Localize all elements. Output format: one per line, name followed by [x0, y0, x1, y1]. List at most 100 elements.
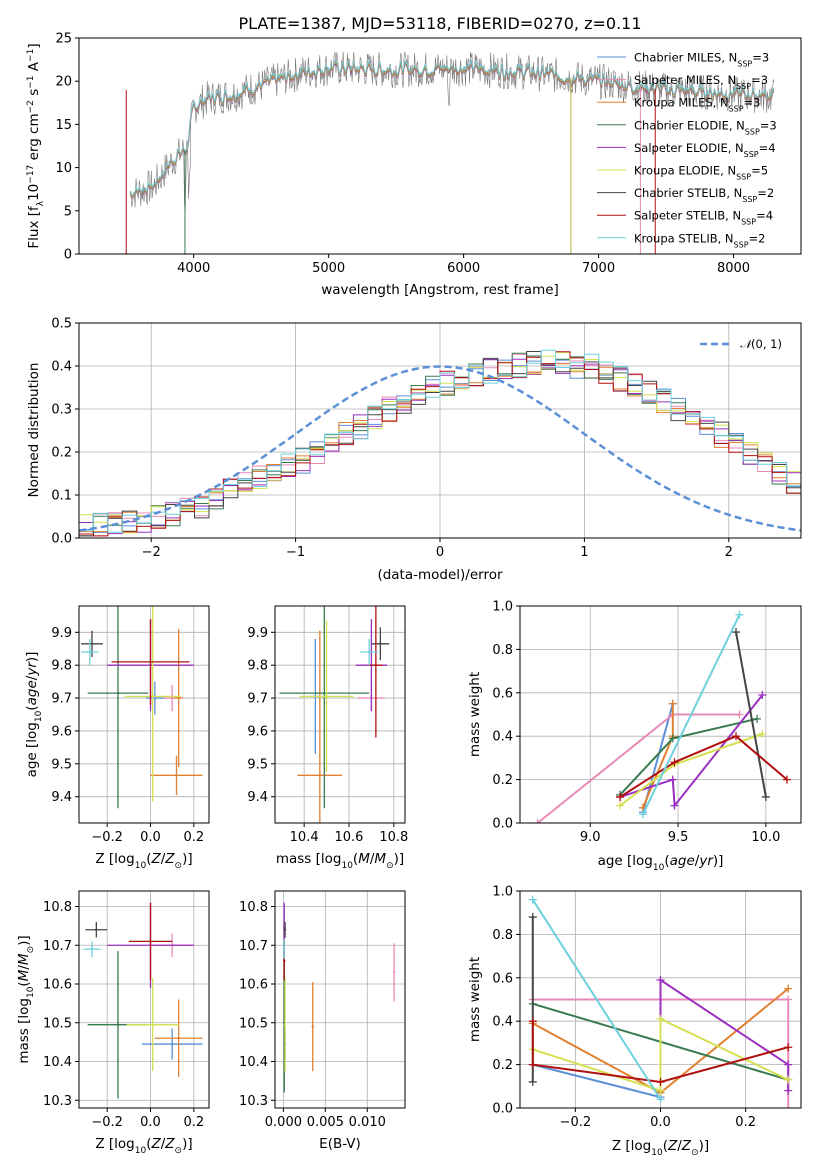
x-tick-label: 0.0: [650, 1115, 671, 1130]
spectrum-model-kroupa-stelib: [129, 59, 774, 197]
series-marker: [638, 810, 647, 819]
x-tick-label: 0.0: [140, 1115, 161, 1130]
series-line: [619, 733, 763, 807]
series-marker: [668, 699, 677, 708]
series-marker: [784, 1104, 793, 1108]
histogram-kroupa-stelib: [79, 349, 801, 533]
y-tick-label: 9.4: [51, 790, 72, 805]
data-point: [90, 642, 94, 646]
y-tick-label: 0.2: [492, 773, 513, 788]
y-tick-label: 0.5: [51, 317, 72, 332]
y-axis-label: mass weight: [467, 672, 483, 757]
data-point: [374, 663, 378, 667]
x-tick-label: 7000: [582, 261, 615, 276]
y-tick-label: 20: [55, 75, 72, 90]
legend-entry: Salpeter STELIB, NSSP=4: [634, 209, 773, 227]
figure-title: PLATE=1387, MJD=53118, FIBERID=0270, z=0…: [238, 14, 641, 33]
y-tick-label: 10.4: [239, 1055, 268, 1070]
x-tick-label: 10.6: [334, 830, 363, 845]
x-axis-label: Z [log10(Z/Z⊙)]: [95, 851, 192, 871]
age-vs-mass-plot: [279, 606, 390, 823]
y-axis-label: Normed distribution: [26, 363, 42, 498]
x-tick-label: 2: [725, 545, 733, 560]
y-tick-label: 0.4: [51, 360, 72, 375]
data-point: [177, 696, 180, 700]
data-point: [153, 696, 157, 700]
series-marker: [784, 1086, 793, 1095]
data-point: [151, 695, 154, 698]
series-marker: [784, 1043, 793, 1052]
series-marker: [533, 819, 542, 823]
x-tick-label: −0.2: [560, 1115, 592, 1130]
data-point: [177, 1037, 180, 1040]
y-tick-label: 9.8: [247, 659, 268, 674]
y-tick-label: 0.3: [51, 403, 72, 418]
series-marker: [616, 801, 625, 810]
mass-vs-Z-plot: [83, 902, 203, 1099]
series-marker: [670, 801, 679, 810]
y-axis-label: mass [log10(M/M⊙)]: [16, 935, 36, 1063]
legend-entry: Kroupa ELODIE, NSSP=5: [634, 164, 768, 182]
data-point: [116, 1023, 120, 1026]
x-tick-label: 0.2: [735, 1115, 756, 1130]
y-tick-label: 9.6: [247, 724, 268, 739]
massweight-vs-Z-plot: [528, 895, 793, 1108]
series-marker: [784, 984, 793, 993]
y-tick-label: 0.2: [492, 1058, 513, 1073]
y-tick-label: 1.0: [492, 885, 513, 900]
series-marker: [528, 895, 537, 904]
y-tick-label: 10.8: [239, 900, 268, 915]
y-tick-label: 10.6: [239, 978, 268, 993]
data-point: [170, 696, 174, 700]
data-point: [175, 774, 178, 777]
y-tick-label: 0.8: [492, 643, 513, 658]
series-marker: [732, 628, 741, 637]
y-tick-label: 0.4: [492, 730, 513, 745]
y-tick-label: 10.7: [239, 939, 268, 954]
series-marker: [782, 775, 791, 784]
y-tick-label: 0.0: [492, 1102, 513, 1117]
y-tick-label: 9.9: [51, 626, 72, 641]
massweight-vs-age-plot: [533, 610, 791, 823]
x-tick-label: 0.000: [265, 1115, 302, 1130]
massweight-vs-Z-axes: [516, 890, 802, 1112]
y-tick-label: 10.7: [43, 939, 72, 954]
series-marker: [668, 734, 677, 743]
series-marker: [670, 758, 679, 767]
histogram-chabrier-miles: [79, 359, 801, 533]
y-tick-label: 9.5: [247, 757, 268, 772]
x-tick-label: 0.2: [183, 1115, 204, 1130]
y-tick-label: 10.6: [43, 978, 72, 993]
y-tick-label: 10.4: [43, 1055, 72, 1070]
x-tick-label: 6000: [447, 261, 480, 276]
data-point: [149, 940, 152, 943]
data-point: [170, 1042, 174, 1046]
y-tick-label: 25: [55, 32, 72, 47]
mass-vs-Z-axes: [75, 890, 210, 1112]
y-tick-label: 9.6: [51, 724, 72, 739]
series-line: [531, 899, 662, 1100]
data-point: [323, 691, 326, 695]
y-tick-label: 9.9: [247, 626, 268, 641]
y-tick-label: 15: [55, 118, 72, 133]
series-marker: [656, 1015, 665, 1024]
legend-entry: Kroupa STELIB, NSSP=2: [634, 231, 765, 249]
y-tick-label: 0.1: [51, 489, 72, 504]
data-point: [90, 947, 94, 951]
series-marker: [528, 1017, 537, 1026]
y-tick-label: 0.8: [492, 928, 513, 943]
y-tick-label: 0.6: [492, 971, 513, 986]
x-tick-label: 10.8: [379, 830, 408, 845]
x-tick-label: 1: [580, 545, 588, 560]
y-tick-label: 9.7: [51, 692, 72, 707]
series-marker: [761, 792, 770, 801]
age-vs-mass-axes: [271, 605, 406, 827]
x-tick-label: −1: [286, 545, 305, 560]
x-axis-label: age [log10(age/yr)]: [598, 853, 724, 873]
data-point: [95, 928, 98, 931]
legend-entry: Chabrier ELODIE, NSSP=3: [634, 118, 777, 136]
y-tick-label: 9.7: [247, 692, 268, 707]
data-point: [379, 642, 382, 646]
x-tick-label: 10.0: [751, 830, 780, 845]
legend-entry: Salpeter ELODIE, NSSP=4: [634, 141, 776, 159]
